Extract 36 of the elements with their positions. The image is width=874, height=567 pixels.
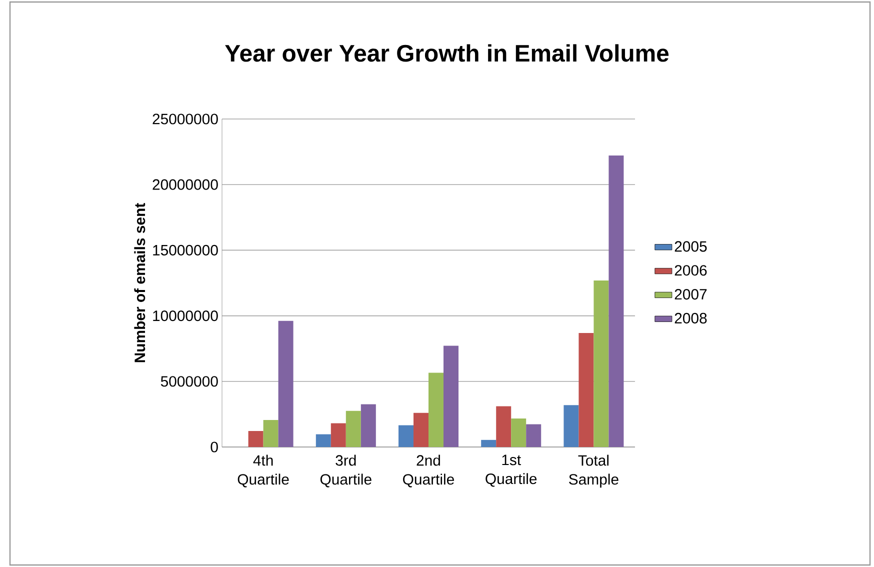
y-tick-label: 15000000 xyxy=(153,244,218,256)
bar xyxy=(248,430,264,447)
bar xyxy=(526,424,542,447)
y-axis-title: Number of emails sent xyxy=(134,203,146,362)
bar xyxy=(414,412,428,447)
y-tick-label: 10000000 xyxy=(153,310,218,322)
bar xyxy=(608,155,624,447)
bar xyxy=(481,440,496,447)
y-tick-label: 5000000 xyxy=(160,376,218,387)
x-tick-label: 4th Quartile xyxy=(238,454,289,488)
bar xyxy=(511,418,526,447)
x-tick-label: Total Sample xyxy=(569,454,618,488)
bar xyxy=(496,406,512,447)
chart-title: Year over Year Growth in Email Volume xyxy=(225,44,669,62)
x-tick-label: 2nd Quartile xyxy=(403,454,454,488)
x-tick-label: 1st Quartile xyxy=(486,454,537,487)
bar xyxy=(564,405,579,447)
legend-label: 2007 xyxy=(674,288,707,300)
x-tick-label: 3rd Quartile xyxy=(320,454,372,488)
bar xyxy=(278,320,294,447)
bar xyxy=(578,332,594,447)
legend-label: 2008 xyxy=(674,312,707,324)
bar xyxy=(444,346,459,447)
legend-label: 2005 xyxy=(674,241,707,252)
y-tick-label: 0 xyxy=(210,442,218,452)
legend-label: 2006 xyxy=(674,265,707,276)
bar xyxy=(594,280,609,447)
bar xyxy=(316,434,331,447)
bar xyxy=(330,423,346,447)
bar xyxy=(360,404,376,447)
y-tick-label: 25000000 xyxy=(152,114,218,124)
bar xyxy=(428,372,444,447)
bar xyxy=(346,410,361,447)
y-tick-label: 20000000 xyxy=(152,179,218,190)
bar xyxy=(398,425,414,447)
bar xyxy=(263,420,278,447)
